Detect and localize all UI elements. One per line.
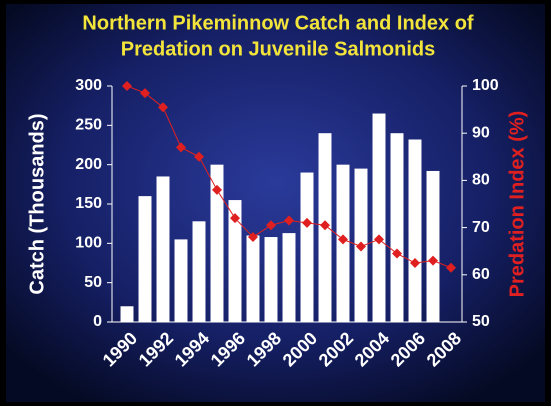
bar xyxy=(426,170,440,322)
chart-title: Predation on Juvenile Salmonids xyxy=(121,38,436,60)
background xyxy=(6,4,545,402)
marker xyxy=(356,241,366,252)
marker xyxy=(320,220,330,231)
y-tick-label: 0 xyxy=(93,313,102,330)
marker xyxy=(176,142,186,153)
y-tick-label: 200 xyxy=(75,156,102,173)
bar xyxy=(246,235,260,322)
bar xyxy=(408,139,422,322)
marker xyxy=(194,151,204,162)
bar xyxy=(390,133,404,322)
bar xyxy=(264,237,278,322)
marker xyxy=(374,234,384,245)
marker xyxy=(446,262,456,273)
marker xyxy=(338,234,348,245)
marker xyxy=(158,102,168,113)
bar xyxy=(192,221,206,322)
y2-tick-label: 100 xyxy=(472,77,499,94)
bar xyxy=(120,306,134,322)
bar xyxy=(174,239,188,322)
bar xyxy=(228,200,242,322)
marker xyxy=(248,232,258,243)
bar xyxy=(210,164,224,322)
marker xyxy=(212,184,222,195)
y-tick-label: 250 xyxy=(75,117,102,134)
y-axis-label: Catch (Thousands) xyxy=(26,113,48,294)
y2-tick-label: 50 xyxy=(472,313,490,330)
y-tick-label: 300 xyxy=(75,77,102,94)
y2-tick-label: 90 xyxy=(472,124,490,141)
chart-title: Northern Pikeminnow Catch and Index of xyxy=(82,12,473,34)
marker xyxy=(284,215,294,226)
marker xyxy=(140,88,150,99)
bar xyxy=(156,176,170,322)
y-tick-label: 150 xyxy=(75,195,102,212)
marker xyxy=(302,217,312,228)
marker xyxy=(122,81,132,91)
bar xyxy=(300,172,314,322)
marker xyxy=(266,220,276,231)
marker xyxy=(410,258,420,268)
y2-tick-label: 70 xyxy=(472,219,490,236)
y2-tick-label: 80 xyxy=(472,172,490,189)
y-tick-label: 50 xyxy=(84,274,102,291)
bar xyxy=(372,113,386,323)
bar xyxy=(282,233,296,322)
y2-axis-label: Predation Index (%) xyxy=(506,111,528,298)
marker xyxy=(392,248,402,259)
marker xyxy=(230,213,240,224)
y2-tick-label: 60 xyxy=(472,266,490,283)
bar xyxy=(138,196,152,322)
marker xyxy=(428,255,438,266)
y-tick-label: 100 xyxy=(75,235,102,252)
